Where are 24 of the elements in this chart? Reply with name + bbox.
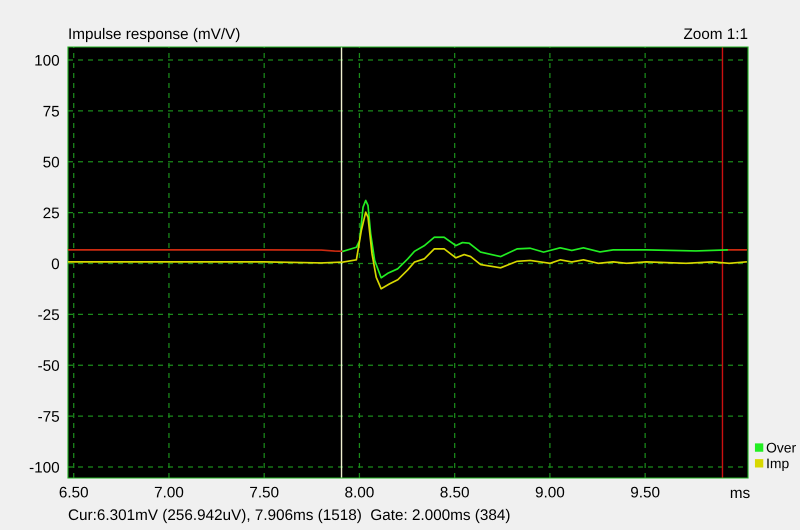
y-tick-label: -25 <box>38 309 60 320</box>
y-tick-label: -75 <box>38 411 60 422</box>
line-series <box>68 211 747 290</box>
x-tick-label: 8.50 <box>440 486 469 498</box>
x-tick-label: 9.00 <box>536 486 564 498</box>
x-tick-label: 7.50 <box>250 486 278 498</box>
x-tick-label: 7.00 <box>154 486 184 498</box>
line-series <box>342 200 728 279</box>
chart-title: Impulse response (mV/V) <box>69 28 240 42</box>
y-tick-label: 25 <box>43 208 60 218</box>
y-tick-label: 75 <box>43 106 60 117</box>
x-tick-label: 8.00 <box>345 486 374 498</box>
y-tick-label: 50 <box>43 156 60 168</box>
y-tick-label: -50 <box>38 360 60 371</box>
text: Zoom 1:1 <box>684 28 748 40</box>
y-tick-label: 0 <box>52 258 60 270</box>
x-axis-title: ms <box>730 490 750 498</box>
text: Cur:6.301mV (256.942uV), 7.906ms (1518) Gate: 2.000ms (384) <box>68 508 510 524</box>
x-tick-label: 9.50 <box>630 486 660 498</box>
y-tick-label: 100 <box>35 54 60 66</box>
legend-label: Imp <box>767 458 789 472</box>
x-tick-label: 6.50 <box>60 486 88 498</box>
legend-label: Over <box>766 442 796 453</box>
y-tick-label: -100 <box>30 462 60 473</box>
